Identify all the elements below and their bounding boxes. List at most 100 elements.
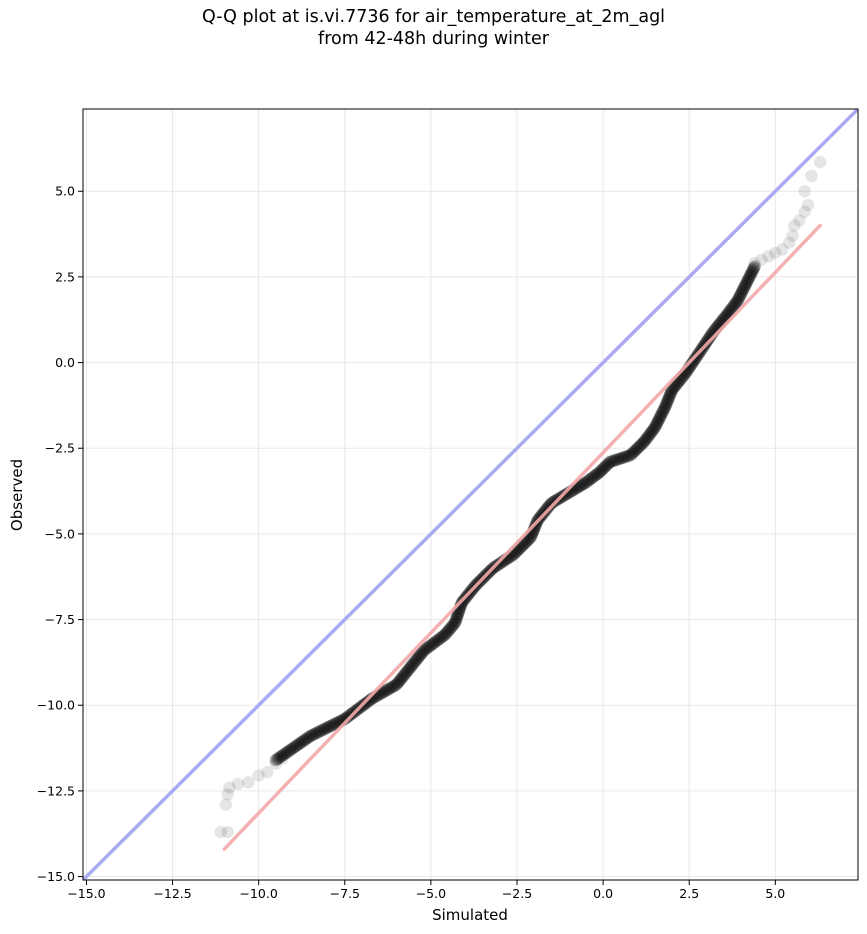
data-point: [688, 353, 701, 367]
data-point: [581, 475, 594, 488]
data-point: [644, 426, 657, 440]
data-point: [658, 400, 672, 414]
data-point: [339, 712, 352, 725]
data-point: [305, 729, 318, 742]
data-point: [223, 781, 236, 794]
data-point: [639, 433, 652, 447]
data-point: [278, 747, 291, 761]
data-point: [738, 279, 752, 292]
data-point: [741, 273, 755, 287]
data-point: [276, 748, 290, 762]
data-point: [663, 388, 677, 402]
data-point: [399, 667, 412, 680]
data-point: [396, 670, 409, 684]
data-point: [294, 736, 307, 750]
data-point: [667, 381, 681, 394]
data-point: [416, 645, 430, 658]
data-point: [579, 476, 592, 489]
data-point: [397, 668, 411, 682]
data-point: [577, 477, 590, 491]
data-point: [640, 432, 653, 445]
data-point: [732, 292, 745, 306]
data-point: [438, 628, 452, 641]
data-point: [594, 464, 608, 478]
data-point: [523, 532, 536, 545]
data-point: [628, 444, 642, 457]
data-point: [649, 419, 662, 433]
data-point: [310, 726, 324, 739]
data-point: [647, 423, 660, 436]
data-point: [743, 270, 757, 283]
data-point: [739, 277, 753, 291]
x-tick-label: 0.0: [593, 886, 613, 901]
data-point: [409, 653, 423, 667]
data-point: [261, 765, 274, 779]
data-point: [445, 620, 459, 633]
grid-lines: [83, 109, 858, 880]
data-point: [747, 262, 760, 275]
data-point: [776, 243, 789, 256]
y-tick-label: −15.0: [37, 869, 75, 884]
data-point: [755, 253, 768, 266]
data-point: [728, 298, 741, 311]
data-point: [627, 446, 640, 459]
data-point: [312, 725, 326, 738]
data-point: [408, 655, 422, 669]
data-point: [387, 679, 401, 693]
data-point: [495, 555, 509, 569]
data-point: [596, 463, 609, 476]
data-point: [593, 466, 606, 479]
data-point: [276, 752, 289, 765]
data-point: [662, 390, 676, 404]
data-point: [686, 355, 700, 368]
data-point: [285, 742, 298, 756]
data-point: [426, 637, 440, 650]
data-point: [607, 454, 621, 467]
data-point: [414, 648, 427, 662]
x-tick-label: −15.0: [67, 886, 105, 901]
data-point: [653, 412, 666, 425]
y-tick-label: 2.5: [55, 269, 75, 284]
data-points: [214, 155, 827, 839]
data-point: [430, 634, 443, 648]
data-point: [219, 798, 233, 811]
data-point: [316, 723, 329, 737]
data-point: [648, 421, 661, 435]
data-point: [733, 291, 746, 304]
data-point: [299, 732, 313, 746]
data-point: [643, 428, 656, 442]
x-tick-label: −10.0: [240, 886, 278, 901]
data-point: [611, 453, 625, 466]
data-point: [306, 728, 320, 741]
data-point: [292, 737, 306, 751]
data-point: [762, 250, 775, 263]
data-point: [605, 455, 619, 468]
x-tick-label: −12.5: [153, 886, 191, 901]
data-point: [798, 205, 811, 218]
data-point: [343, 709, 356, 722]
data-point: [450, 611, 464, 624]
data-point: [282, 745, 295, 758]
data-point: [701, 334, 714, 347]
data-point: [637, 435, 651, 448]
data-point: [573, 479, 587, 493]
data-point: [361, 695, 375, 708]
data-point: [433, 632, 447, 645]
data-point: [725, 301, 739, 315]
data-point: [769, 246, 782, 260]
data-point: [575, 478, 588, 492]
data-point: [444, 621, 457, 635]
data-point: [221, 788, 234, 801]
data-point: [657, 404, 670, 418]
data-point: [544, 497, 557, 511]
data-point: [734, 287, 748, 300]
data-point: [324, 719, 337, 733]
data-point: [633, 440, 646, 453]
data-point: [742, 271, 756, 285]
data-point: [702, 332, 715, 345]
data-point: [625, 447, 639, 460]
data-point: [437, 629, 450, 643]
plot-frame: [82, 108, 859, 881]
data-point: [729, 296, 743, 309]
data-point: [528, 520, 542, 534]
